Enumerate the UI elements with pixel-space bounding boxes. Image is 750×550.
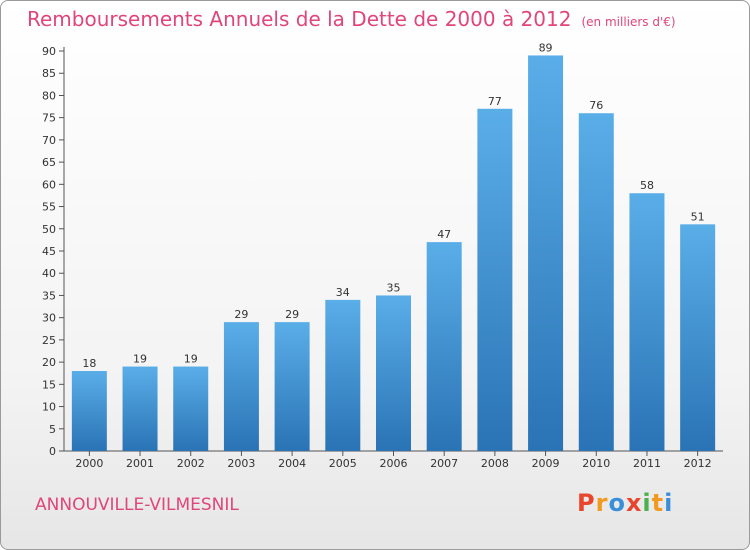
- y-tick-label: 40: [42, 267, 56, 280]
- data-label: 19: [184, 353, 198, 366]
- y-tick-label: 45: [42, 245, 56, 258]
- data-label: 29: [234, 308, 248, 321]
- bar: [578, 113, 614, 451]
- unit-label: (en milliers d'€): [581, 15, 676, 29]
- y-tick-label: 90: [42, 45, 56, 58]
- logo-letter: t: [651, 489, 665, 517]
- y-tick-label: 60: [42, 178, 56, 191]
- logo-letter: P: [577, 489, 596, 517]
- data-label: 89: [539, 41, 553, 54]
- y-tick-label: 65: [42, 156, 56, 169]
- logo-letter: i: [642, 489, 652, 517]
- y-tick-label: 75: [42, 112, 56, 125]
- bar: [122, 366, 158, 451]
- y-tick-label: 5: [49, 423, 56, 436]
- bar: [274, 322, 310, 451]
- data-label: 18: [82, 357, 96, 370]
- data-label: 29: [285, 308, 299, 321]
- y-tick-label: 30: [42, 312, 56, 325]
- bar: [680, 224, 716, 451]
- x-tick-label: 2004: [278, 457, 306, 470]
- data-label: 51: [691, 210, 705, 223]
- x-tick-label: 2007: [430, 457, 458, 470]
- data-label: 58: [640, 179, 654, 192]
- data-label: 35: [387, 281, 401, 294]
- bar: [376, 295, 411, 451]
- data-label: 76: [589, 99, 603, 112]
- data-label: 47: [437, 228, 451, 241]
- y-tick-label: 70: [42, 134, 56, 147]
- logo-letter: r: [595, 489, 609, 517]
- y-tick-label: 85: [42, 67, 56, 80]
- chart-title: Remboursements Annuels de la Dette de 20…: [27, 7, 676, 31]
- logo-letter: o: [608, 489, 626, 517]
- logo-letter: x: [625, 489, 643, 517]
- title-text: Remboursements Annuels de la Dette de 20…: [27, 7, 572, 31]
- commune-name: ANNOUVILLE-VILMESNIL: [35, 495, 239, 515]
- y-tick-label: 20: [42, 356, 56, 369]
- bar: [325, 299, 361, 451]
- x-tick-label: 2000: [75, 457, 103, 470]
- proxiti-logo: Proxiti: [577, 489, 673, 517]
- x-tick-label: 2002: [177, 457, 205, 470]
- y-tick-label: 10: [42, 401, 56, 414]
- logo-letter: i: [664, 489, 674, 517]
- x-tick-label: 2011: [633, 457, 661, 470]
- y-tick-label: 0: [49, 445, 56, 458]
- x-tick-label: 2012: [684, 457, 712, 470]
- bar: [71, 371, 107, 451]
- data-label: 19: [133, 353, 147, 366]
- x-tick-label: 2009: [532, 457, 560, 470]
- bar: [426, 242, 462, 451]
- y-tick-label: 50: [42, 223, 56, 236]
- data-label: 77: [488, 95, 502, 108]
- x-tick-label: 2006: [380, 457, 408, 470]
- bar: [629, 193, 665, 451]
- x-tick-label: 2005: [329, 457, 357, 470]
- y-tick-label: 80: [42, 89, 56, 102]
- bar: [223, 322, 259, 451]
- y-tick-label: 25: [42, 334, 56, 347]
- bar: [528, 55, 564, 451]
- y-tick-label: 35: [42, 289, 56, 302]
- bar: [477, 108, 513, 452]
- x-tick-label: 2008: [481, 457, 509, 470]
- bar: [173, 366, 209, 451]
- x-tick-label: 2003: [227, 457, 255, 470]
- x-tick-label: 2010: [582, 457, 610, 470]
- y-tick-label: 55: [42, 201, 56, 214]
- x-tick-label: 2001: [126, 457, 154, 470]
- data-label: 34: [336, 286, 350, 299]
- y-tick-label: 15: [42, 378, 56, 391]
